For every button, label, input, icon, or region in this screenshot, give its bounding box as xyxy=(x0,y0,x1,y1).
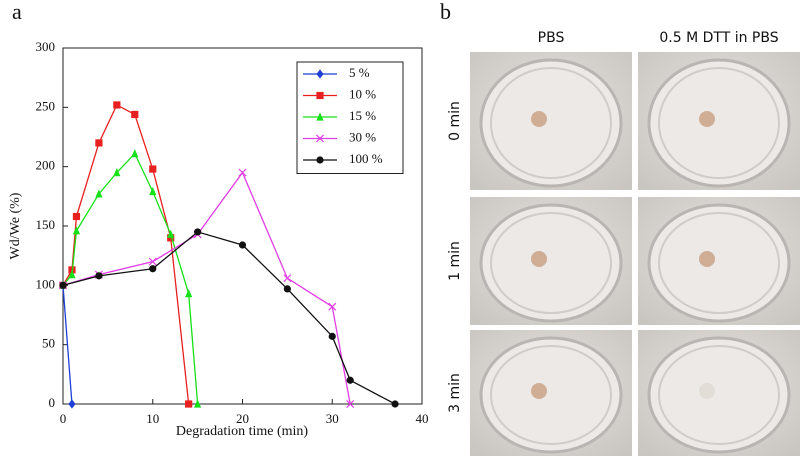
y-tick-label: 100 xyxy=(36,276,56,291)
marker xyxy=(68,270,76,279)
dish xyxy=(479,336,623,454)
marker xyxy=(113,168,121,177)
panel-label: b xyxy=(440,0,451,24)
x-tick-label: 10 xyxy=(146,411,159,426)
photo-grid xyxy=(470,52,800,456)
marker xyxy=(113,101,121,109)
marker xyxy=(194,228,202,236)
panel-label: a xyxy=(12,0,22,24)
marker xyxy=(185,289,193,298)
marker xyxy=(95,272,103,280)
marker xyxy=(72,212,81,221)
marker xyxy=(315,134,325,143)
series-line xyxy=(62,171,351,405)
marker xyxy=(316,156,324,164)
series-line xyxy=(62,152,199,405)
y-tick-label: 250 xyxy=(36,98,56,113)
dish-inner xyxy=(658,67,780,179)
marker xyxy=(131,149,139,158)
marker xyxy=(59,281,67,289)
legend-box xyxy=(296,61,404,174)
dish-inner xyxy=(658,345,780,445)
y-axis-label: Wd/We (%) xyxy=(8,192,23,259)
x-axis-label: Degradation time (min) xyxy=(176,424,309,439)
legend-label: 30 % xyxy=(349,129,376,144)
marker xyxy=(167,229,175,238)
gel-spot xyxy=(699,251,715,267)
marker xyxy=(194,399,202,408)
row-label: 3 min xyxy=(447,373,463,413)
marker xyxy=(149,165,157,173)
marker xyxy=(391,400,399,408)
legend-label: 10 % xyxy=(349,86,376,101)
legend-label: 100 % xyxy=(349,151,383,166)
gel-spot xyxy=(699,111,715,127)
legend-label: 5 % xyxy=(349,65,370,80)
dish-inner xyxy=(490,67,612,179)
gel-spot xyxy=(531,111,547,127)
y-tick-label: 0 xyxy=(49,395,56,410)
gel-spot xyxy=(531,383,547,399)
gel-spot xyxy=(699,383,715,399)
series-line xyxy=(62,285,73,405)
legend-label: 15 % xyxy=(349,108,376,123)
dish-inner xyxy=(490,345,612,445)
marker xyxy=(238,168,247,177)
marker xyxy=(328,302,337,311)
x-tick-label: 0 xyxy=(60,411,67,426)
dish xyxy=(647,336,791,454)
marker xyxy=(131,110,139,119)
dish xyxy=(479,58,623,188)
x-tick-label: 20 xyxy=(236,411,249,426)
dish-inner xyxy=(658,212,780,314)
y-tick-label: 50 xyxy=(42,336,55,351)
marker xyxy=(149,186,157,196)
marker xyxy=(283,285,291,293)
column-header: PBS xyxy=(538,30,565,46)
marker xyxy=(95,189,103,198)
dish xyxy=(647,203,791,323)
marker xyxy=(316,112,324,121)
marker xyxy=(316,69,324,79)
marker xyxy=(328,332,336,340)
x-tick-label: 40 xyxy=(416,411,429,426)
row-label: 1 min xyxy=(447,241,463,281)
column-header: 0.5 M DTT in PBS xyxy=(659,30,778,46)
marker xyxy=(316,91,324,100)
y-tick-label: 200 xyxy=(36,158,56,173)
dish-inner xyxy=(490,212,612,314)
dish xyxy=(479,203,623,323)
marker xyxy=(185,400,193,408)
marker xyxy=(95,139,103,147)
marker xyxy=(346,399,355,409)
marker xyxy=(346,376,354,384)
y-tick-label: 150 xyxy=(36,217,56,232)
dish xyxy=(647,58,791,188)
row-label: 0 min xyxy=(447,101,463,141)
marker xyxy=(238,241,247,249)
gel-spot xyxy=(531,251,547,267)
marker xyxy=(148,257,157,266)
x-tick-label: 30 xyxy=(326,411,339,426)
marker xyxy=(68,399,76,409)
y-tick-label: 300 xyxy=(36,39,56,54)
marker xyxy=(283,274,292,283)
marker xyxy=(72,226,81,235)
marker xyxy=(149,265,157,273)
